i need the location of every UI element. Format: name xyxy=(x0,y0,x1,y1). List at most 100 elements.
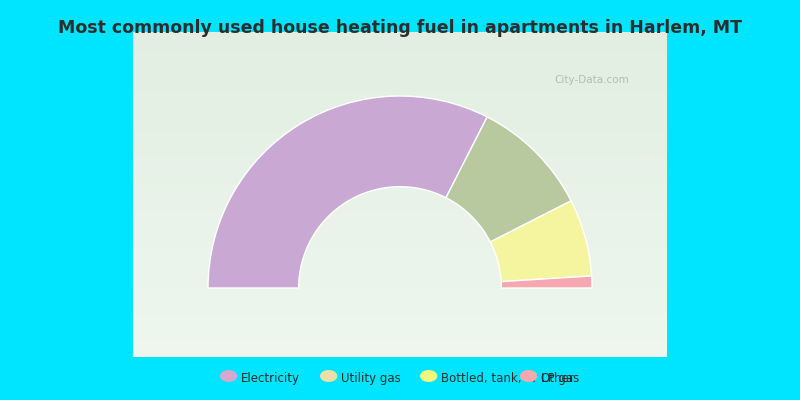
Bar xyxy=(134,120,666,122)
Bar xyxy=(134,378,666,380)
Bar xyxy=(134,94,666,96)
Bar xyxy=(134,78,666,80)
Bar xyxy=(134,150,666,152)
Bar xyxy=(134,230,666,232)
Bar xyxy=(134,136,666,138)
Bar xyxy=(134,64,666,66)
Bar xyxy=(134,174,666,176)
Bar xyxy=(134,44,666,46)
Bar xyxy=(134,204,666,206)
Bar xyxy=(134,84,666,86)
Bar xyxy=(134,82,666,84)
Bar xyxy=(134,256,666,258)
Bar xyxy=(134,96,666,98)
Bar xyxy=(134,16,666,18)
Bar xyxy=(134,88,666,90)
Bar xyxy=(134,48,666,50)
Text: City-Data.com: City-Data.com xyxy=(554,75,630,85)
Bar xyxy=(134,226,666,228)
Bar xyxy=(134,52,666,54)
Bar xyxy=(134,210,666,212)
Bar xyxy=(134,178,666,180)
Bar xyxy=(134,318,666,320)
Bar xyxy=(134,102,666,104)
Bar xyxy=(134,74,666,76)
Bar xyxy=(134,138,666,140)
Bar xyxy=(134,176,666,178)
Text: Most commonly used house heating fuel in apartments in Harlem, MT: Most commonly used house heating fuel in… xyxy=(58,19,742,37)
Bar xyxy=(134,294,666,296)
Bar xyxy=(134,382,666,384)
Bar xyxy=(134,232,666,234)
Bar xyxy=(134,144,666,146)
Bar xyxy=(134,164,666,166)
Bar xyxy=(134,54,666,56)
Text: Electricity: Electricity xyxy=(241,372,300,385)
Bar xyxy=(134,184,666,186)
Bar xyxy=(134,76,666,78)
Bar xyxy=(134,126,666,128)
Bar xyxy=(134,134,666,136)
Bar xyxy=(134,288,666,290)
Bar xyxy=(134,112,666,114)
Bar xyxy=(134,234,666,236)
Bar xyxy=(134,380,666,382)
Bar xyxy=(134,388,666,390)
Bar xyxy=(134,346,666,348)
Bar xyxy=(134,10,666,12)
Bar xyxy=(134,106,666,108)
Bar xyxy=(134,152,666,154)
Bar xyxy=(134,218,666,220)
Bar xyxy=(134,216,666,218)
Bar xyxy=(134,190,666,192)
Bar xyxy=(134,40,666,42)
Bar xyxy=(134,206,666,208)
Bar xyxy=(134,172,666,174)
Bar xyxy=(134,148,666,150)
Bar xyxy=(134,14,666,16)
Bar xyxy=(134,104,666,106)
Bar xyxy=(134,212,666,214)
Bar xyxy=(134,182,666,184)
Bar xyxy=(134,194,666,196)
Bar xyxy=(134,352,666,354)
Bar xyxy=(134,384,666,386)
Bar xyxy=(134,118,666,120)
Bar xyxy=(134,292,666,294)
Bar xyxy=(134,26,666,28)
Bar xyxy=(134,296,666,298)
Bar xyxy=(134,8,666,10)
Bar xyxy=(134,60,666,62)
Bar xyxy=(134,24,666,26)
Bar xyxy=(134,376,666,378)
Bar xyxy=(134,18,666,20)
Bar xyxy=(134,56,666,58)
Ellipse shape xyxy=(220,370,238,382)
Bar xyxy=(134,392,666,394)
Bar xyxy=(134,302,666,304)
Bar xyxy=(134,110,666,112)
Bar xyxy=(134,356,666,358)
Ellipse shape xyxy=(320,370,338,382)
Bar xyxy=(134,92,666,94)
Bar xyxy=(134,316,666,318)
Bar xyxy=(134,72,666,74)
Bar xyxy=(134,146,666,148)
Bar xyxy=(134,276,666,278)
Bar xyxy=(134,322,666,324)
Bar xyxy=(134,192,666,194)
Bar xyxy=(134,220,666,222)
Wedge shape xyxy=(501,276,592,288)
Bar xyxy=(134,386,666,388)
Bar xyxy=(134,58,666,60)
Text: Utility gas: Utility gas xyxy=(341,372,401,385)
Bar xyxy=(134,154,666,156)
Bar xyxy=(134,30,666,32)
Bar xyxy=(134,264,666,266)
Bar xyxy=(134,286,666,288)
Bar xyxy=(134,398,666,400)
Wedge shape xyxy=(490,201,592,282)
Bar xyxy=(134,4,666,6)
Bar xyxy=(134,86,666,88)
Bar xyxy=(134,32,666,34)
